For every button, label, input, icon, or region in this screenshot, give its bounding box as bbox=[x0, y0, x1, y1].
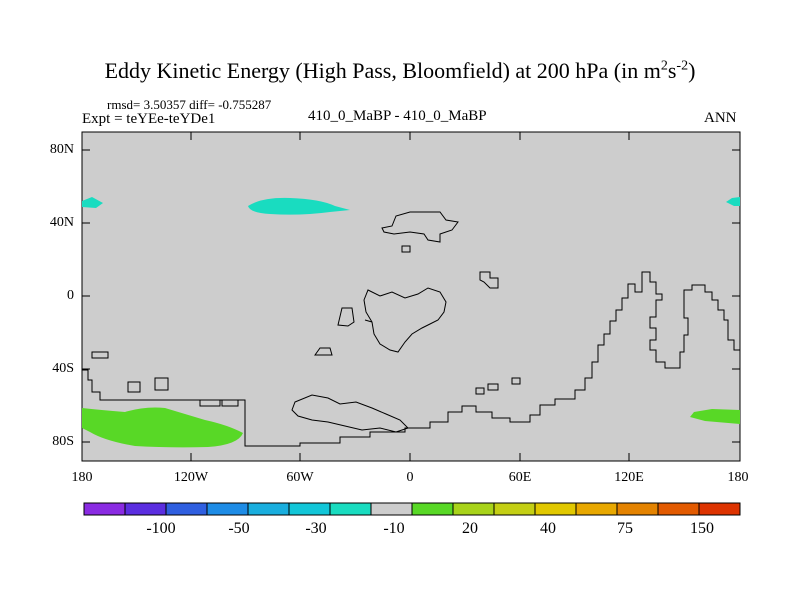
lon-tick-60e: 60E bbox=[508, 470, 532, 485]
lat-tick-40n: 40N bbox=[49, 215, 74, 230]
colorbar-label-neg30: -30 bbox=[305, 520, 327, 537]
positive-anomaly-regions bbox=[82, 407, 740, 448]
colorbar-swatch bbox=[206, 502, 249, 516]
lat-tick-eq: 0 bbox=[67, 288, 74, 303]
lat-tick-40s: 40S bbox=[52, 361, 74, 376]
colorbar-swatch bbox=[452, 502, 495, 516]
colorbar-label-neg10: -10 bbox=[383, 520, 405, 537]
colorbar-swatch bbox=[616, 502, 659, 516]
experiment-label: Expt = teYEe-teYDe1 bbox=[82, 111, 216, 127]
season-label: ANN bbox=[704, 110, 737, 126]
lon-tick-0: 0 bbox=[406, 470, 414, 485]
lon-tick-120e: 120E bbox=[614, 470, 644, 485]
lat-tick-80n: 80N bbox=[49, 142, 74, 157]
colorbar-swatch bbox=[124, 502, 167, 516]
colorbar-label-20: 20 bbox=[462, 520, 478, 537]
lon-tick-180w: 180 bbox=[71, 470, 93, 485]
lon-tick-180e: 180 bbox=[727, 470, 749, 485]
colorbar-swatch bbox=[411, 502, 454, 516]
case-label: 410_0_MaBP - 410_0_MaBP bbox=[308, 108, 487, 124]
axis-ticks bbox=[82, 132, 740, 461]
lon-tick-120w: 120W bbox=[173, 470, 209, 485]
colorbar-swatch bbox=[288, 502, 331, 516]
plot-title: Eddy Kinetic Energy (High Pass, Bloomfie… bbox=[104, 58, 696, 83]
colorbar-swatch bbox=[247, 502, 290, 516]
colorbar-label-75: 75 bbox=[617, 520, 633, 537]
colorbar-swatch bbox=[698, 502, 741, 516]
colorbar-label-150: 150 bbox=[690, 520, 714, 537]
colorbar-swatch bbox=[370, 502, 413, 516]
colorbar-swatch bbox=[534, 502, 577, 516]
stats-label: rmsd= 3.50357 diff= -0.755287 bbox=[107, 97, 272, 112]
colorbar-label-neg50: -50 bbox=[228, 520, 250, 537]
colorbar-swatch bbox=[493, 502, 536, 516]
coastlines bbox=[82, 211, 740, 447]
colorbar-swatch bbox=[575, 502, 618, 516]
lon-tick-60w: 60W bbox=[286, 470, 314, 485]
colorbar-label-40: 40 bbox=[540, 520, 556, 537]
colorbar-label-neg100: -100 bbox=[146, 520, 176, 537]
colorbar bbox=[83, 502, 741, 516]
negative-anomaly-regions bbox=[82, 197, 740, 215]
colorbar-swatch bbox=[657, 502, 700, 516]
lat-tick-80s: 80S bbox=[52, 434, 74, 449]
colorbar-swatch bbox=[329, 502, 372, 516]
colorbar-swatch bbox=[165, 502, 208, 516]
colorbar-swatch bbox=[83, 502, 126, 516]
